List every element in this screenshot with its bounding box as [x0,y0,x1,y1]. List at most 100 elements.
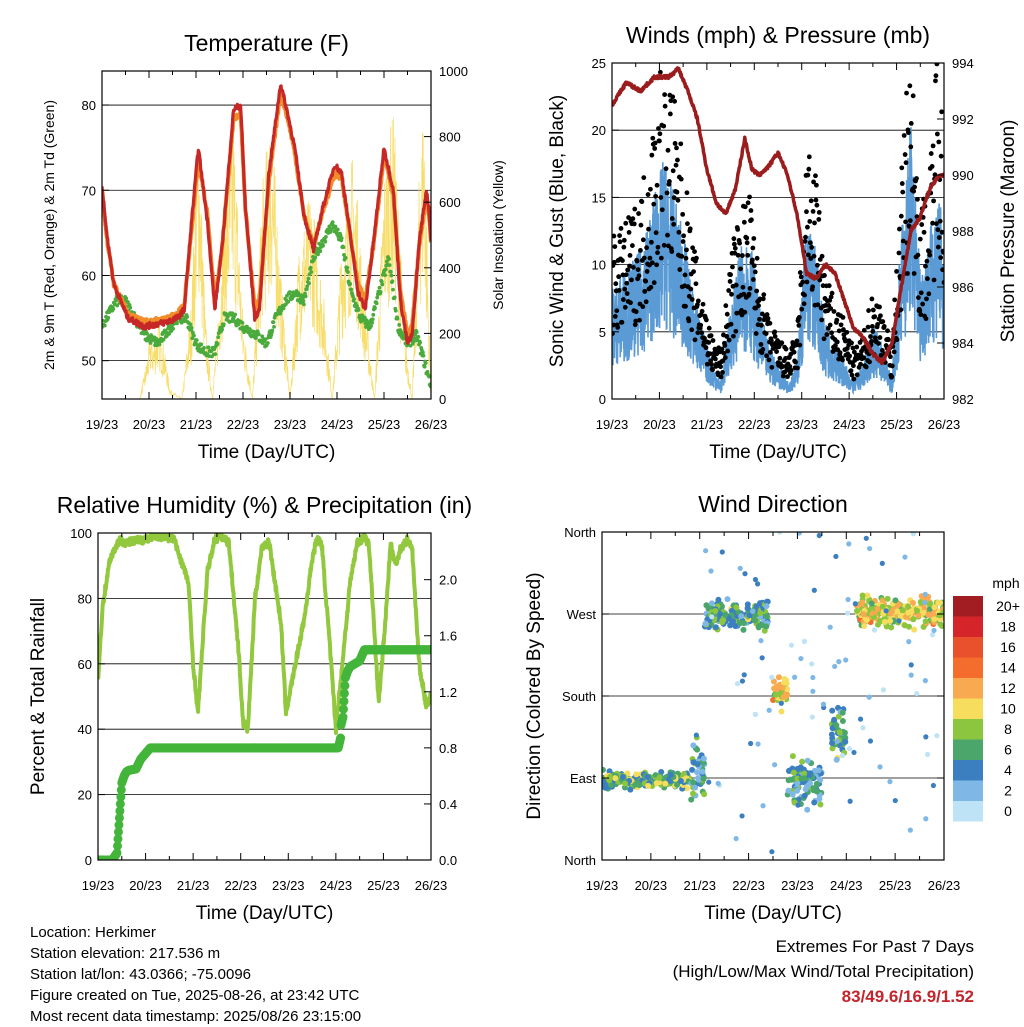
x-tick-label: 20/23 [133,417,166,432]
gust-point [651,201,657,207]
gust-point [819,253,825,259]
direction-point [930,782,937,789]
gust-point [800,279,806,285]
dewpoint-point [286,299,291,304]
gust-point [644,269,650,274]
direction-point [801,792,808,799]
gust-point [693,281,699,287]
dewpoint-point [333,224,338,229]
gust-point [780,364,786,369]
direction-point [690,779,697,786]
gust-point [616,287,622,293]
dewpoint-point [303,294,308,299]
gust-point [687,226,693,232]
rainfall-point [114,820,124,830]
dewpoint-point [175,321,179,326]
direction-point [923,816,929,822]
direction-point [742,571,748,577]
y-tick-label-right: 0 [439,392,446,407]
gust-point [829,290,835,296]
gust-point [745,200,751,206]
dewpoint-point [309,270,314,274]
dewpoint-point [206,345,211,350]
gust-point [622,304,628,310]
gust-point [878,352,884,358]
gust-point [760,347,766,352]
x-tick-label: 22/23 [227,417,260,432]
gust-point [633,309,639,315]
gust-point [767,320,773,326]
direction-point [809,714,815,720]
extremes-title: Extremes For Past 7 Days [775,937,974,956]
gust-point [626,230,632,235]
gust-point [752,269,758,275]
dewpoint-point [343,256,348,260]
dewpoint-point [220,327,225,332]
x-tick-label: 24/23 [320,878,353,893]
direction-point [775,674,782,681]
direction-point [810,674,816,681]
direction-point [708,600,715,607]
series-solar-insolation [102,117,431,399]
y-tick-label-right: 1.6 [439,629,457,644]
legend-swatch [953,801,983,822]
gust-point [840,357,845,363]
direction-point [703,548,709,554]
gust-point [793,359,798,365]
direction-point [799,758,806,765]
direction-point [924,751,931,757]
gust-point [641,255,647,261]
gust-point [915,196,920,202]
direction-point [908,672,914,678]
direction-point [688,796,695,803]
dewpoint-point [335,227,340,232]
direction-point [722,611,729,618]
gust-point [718,364,724,370]
direction-point [796,532,802,536]
direction-point [692,784,699,791]
y-tick-label-right: 982 [952,392,974,407]
gust-point [903,160,909,166]
dewpoint-point [194,342,199,346]
gust-point [684,190,690,196]
direction-point [784,691,791,698]
direction-point [922,591,928,597]
y-tick-label: 40 [78,722,92,737]
gust-point [772,334,778,339]
y-tick-label: 20 [78,788,92,803]
y-axis-label-right: Solar Insolation (Yellow) [490,160,506,310]
rainfall-point [338,712,348,722]
gust-point [934,63,940,67]
rainfall-point [113,834,123,844]
direction-point [813,788,820,795]
direction-point [880,687,887,693]
gust-point [802,292,807,298]
x-tick-label: 23/23 [785,417,818,432]
direction-point [827,624,833,630]
direction-point [770,697,777,704]
gust-point [836,328,842,334]
direction-point [662,780,669,787]
gust-point [804,279,810,285]
dewpoint-point [391,287,395,292]
gust-point [880,319,886,324]
gust-point [788,367,794,373]
gust-point [694,255,699,261]
direction-point [744,605,751,612]
gust-point [765,315,771,321]
gust-point [805,224,810,230]
extremes-box: Extremes For Past 7 Days (High/Low/Max W… [673,934,974,1009]
gust-point [819,317,825,323]
gust-point [844,329,850,335]
gust-point [903,219,908,225]
gust-point [911,188,917,194]
direction-point [867,545,873,552]
gust-point [889,363,895,369]
dewpoint-point [102,323,107,328]
y-tick-label-right: 986 [952,280,974,295]
legend-swatch [953,698,983,719]
gust-point [807,219,813,224]
gust-point [679,253,685,259]
gust-point [897,226,902,232]
dewpoint-point [362,315,367,320]
